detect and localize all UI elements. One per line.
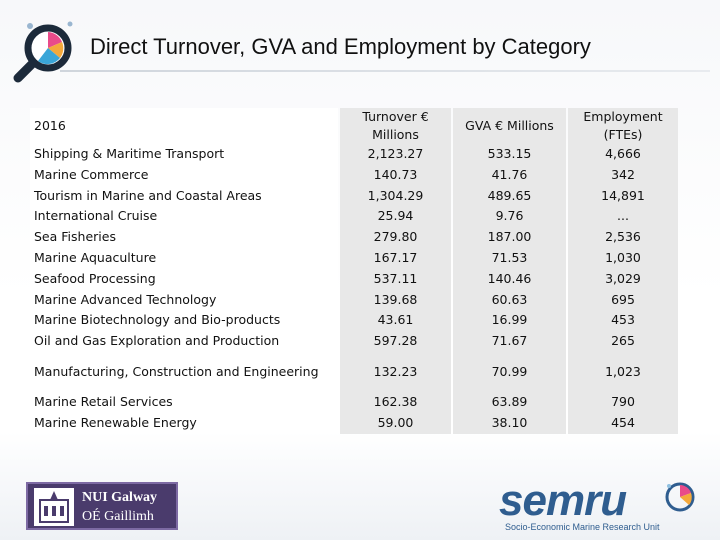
gva-cell: 38.10	[453, 412, 566, 434]
turnover-column-header: Turnover € Millions	[340, 108, 451, 144]
semru-wordmark: semru	[499, 476, 627, 525]
turnover-cell: 140.73	[340, 164, 451, 186]
table-row: Seafood Processing 537.11 140.46 3,029	[30, 268, 678, 290]
table-row: Marine Aquaculture 167.17 71.53 1,030	[30, 247, 678, 269]
table-row: Manufacturing, Construction and Engineer…	[30, 351, 678, 392]
title-divider	[60, 70, 710, 72]
table-row: International Cruise 25.94 9.76 ...	[30, 206, 678, 228]
category-cell: Sea Fisheries	[30, 227, 338, 248]
employment-cell: 453	[568, 310, 678, 332]
table-header-row: 2016 Turnover € Millions GVA € Millions …	[30, 108, 678, 144]
employment-cell: 790	[568, 391, 678, 413]
employment-cell: 1,023	[568, 351, 678, 392]
category-table: 2016 Turnover € Millions GVA € Millions …	[28, 108, 680, 434]
category-cell: Oil and Gas Exploration and Production	[30, 331, 338, 352]
turnover-cell: 537.11	[340, 268, 451, 290]
turnover-cell: 167.17	[340, 247, 451, 269]
table-row: Marine Biotechnology and Bio-products 43…	[30, 310, 678, 332]
employment-cell: 695	[568, 289, 678, 311]
employment-cell: 1,030	[568, 247, 678, 269]
gva-cell: 71.53	[453, 247, 566, 269]
table-row: Marine Advanced Technology 139.68 60.63 …	[30, 289, 678, 311]
employment-header-line1: Employment	[583, 109, 663, 124]
gva-cell: 533.15	[453, 144, 566, 165]
semru-swirl-icon	[665, 482, 695, 512]
gva-cell: 71.67	[453, 331, 566, 352]
table-row: Tourism in Marine and Coastal Areas 1,30…	[30, 185, 678, 207]
turnover-cell: 59.00	[340, 412, 451, 434]
turnover-cell: 597.28	[340, 331, 451, 352]
table-row: Sea Fisheries 279.80 187.00 2,536	[30, 227, 678, 248]
semru-subtitle: Socio-Economic Marine Research Unit	[505, 522, 660, 532]
table-row: Marine Renewable Energy 59.00 38.10 454	[30, 412, 678, 434]
category-cell: Shipping & Maritime Transport	[30, 144, 338, 165]
category-cell: Manufacturing, Construction and Engineer…	[30, 351, 338, 392]
table-row: Marine Commerce 140.73 41.76 342	[30, 164, 678, 186]
employment-cell: 2,536	[568, 227, 678, 248]
turnover-cell: 1,304.29	[340, 185, 451, 207]
category-cell: Seafood Processing	[30, 268, 338, 290]
nui-galway-logo: NUI Galway OÉ Gaillimh	[26, 482, 178, 530]
turnover-cell: 2,123.27	[340, 144, 451, 165]
gva-cell: 9.76	[453, 206, 566, 228]
category-cell: Marine Aquaculture	[30, 247, 338, 269]
nui-logo-line2: OÉ Gaillimh	[82, 509, 154, 524]
turnover-cell: 139.68	[340, 289, 451, 311]
category-cell: Marine Commerce	[30, 164, 338, 186]
category-cell: Tourism in Marine and Coastal Areas	[30, 185, 338, 207]
category-cell: International Cruise	[30, 206, 338, 228]
turnover-cell: 43.61	[340, 310, 451, 332]
magnifier-pie-icon	[13, 21, 73, 83]
semru-logo: semru Socio-Economic Marine Research Uni…	[495, 476, 710, 536]
nui-logo-line1: NUI Galway	[82, 490, 158, 505]
employment-header-line2: (FTEs)	[603, 127, 643, 142]
page-title: Direct Turnover, GVA and Employment by C…	[90, 34, 591, 59]
employment-column-header: Employment (FTEs)	[568, 108, 678, 144]
gva-cell: 70.99	[453, 351, 566, 392]
turnover-cell: 279.80	[340, 227, 451, 248]
turnover-header-line1: Turnover €	[362, 109, 429, 124]
category-cell: Marine Retail Services	[30, 391, 338, 413]
gva-cell: 489.65	[453, 185, 566, 207]
employment-cell: ...	[568, 206, 678, 228]
gva-cell: 63.89	[453, 391, 566, 413]
category-cell: Marine Renewable Energy	[30, 412, 338, 434]
employment-cell: 342	[568, 164, 678, 186]
employment-cell: 454	[568, 412, 678, 434]
gva-cell: 16.99	[453, 310, 566, 332]
employment-cell: 4,666	[568, 144, 678, 165]
gva-cell: 41.76	[453, 164, 566, 186]
gva-column-header: GVA € Millions	[453, 108, 566, 144]
turnover-cell: 25.94	[340, 206, 451, 228]
nui-crest-icon	[34, 488, 74, 526]
employment-cell: 3,029	[568, 268, 678, 290]
gva-cell: 187.00	[453, 227, 566, 248]
category-cell: Marine Biotechnology and Bio-products	[30, 310, 338, 332]
year-label: 2016	[30, 108, 338, 144]
table-row: Shipping & Maritime Transport 2,123.27 5…	[30, 144, 678, 165]
employment-cell: 14,891	[568, 185, 678, 207]
table-row: Oil and Gas Exploration and Production 5…	[30, 331, 678, 352]
gva-cell: 140.46	[453, 268, 566, 290]
category-cell: Marine Advanced Technology	[30, 289, 338, 311]
turnover-cell: 132.23	[340, 351, 451, 392]
table-row: Marine Retail Services 162.38 63.89 790	[30, 391, 678, 413]
turnover-cell: 162.38	[340, 391, 451, 413]
employment-cell: 265	[568, 331, 678, 352]
turnover-header-line2: Millions	[372, 127, 419, 142]
gva-cell: 60.63	[453, 289, 566, 311]
